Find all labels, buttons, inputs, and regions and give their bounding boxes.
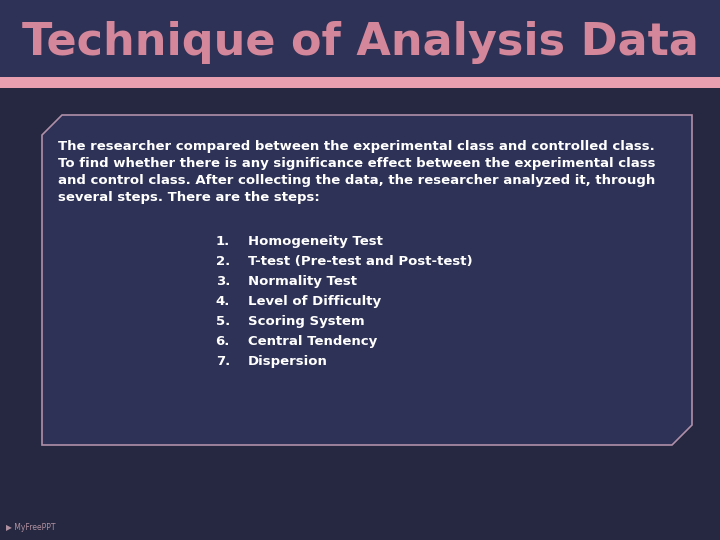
- Text: Technique of Analysis Data: Technique of Analysis Data: [22, 21, 698, 64]
- Text: ✿: ✿: [130, 303, 160, 337]
- Text: Scoring System: Scoring System: [248, 315, 364, 328]
- Text: 6.: 6.: [215, 335, 230, 348]
- Polygon shape: [42, 115, 692, 445]
- Text: Normality Test: Normality Test: [248, 275, 357, 288]
- Text: ✿: ✿: [580, 308, 600, 332]
- Text: several steps. There are the steps:: several steps. There are the steps:: [58, 191, 320, 204]
- Bar: [0, 87, 720, 540]
- Text: The researcher compared between the experimental class and controlled class.: The researcher compared between the expe…: [58, 140, 654, 153]
- Text: 2.: 2.: [216, 255, 230, 268]
- Text: ✿: ✿: [41, 310, 59, 330]
- Text: 4.: 4.: [215, 295, 230, 308]
- Text: T-test (Pre-test and Post-test): T-test (Pre-test and Post-test): [248, 255, 472, 268]
- Text: Level of Difficulty: Level of Difficulty: [248, 295, 381, 308]
- Text: and control class. After collecting the data, the researcher analyzed it, throug: and control class. After collecting the …: [58, 174, 655, 187]
- Text: ✿: ✿: [467, 306, 492, 334]
- Bar: [0, 77, 720, 87]
- Text: 1.: 1.: [216, 235, 230, 248]
- Bar: [0, 79, 720, 88]
- Text: Homogeneity Test: Homogeneity Test: [248, 235, 383, 248]
- Text: 3.: 3.: [215, 275, 230, 288]
- Text: ✿: ✿: [271, 310, 289, 330]
- Text: 7.: 7.: [216, 355, 230, 368]
- Text: ✿: ✿: [374, 301, 406, 339]
- Text: ▶ MyFreePPT: ▶ MyFreePPT: [6, 523, 55, 532]
- Text: Central Tendency: Central Tendency: [248, 335, 377, 348]
- Text: ✿: ✿: [662, 311, 678, 329]
- Text: 5.: 5.: [216, 315, 230, 328]
- Text: To find whether there is any significance effect between the experimental class: To find whether there is any significanc…: [58, 157, 655, 170]
- Bar: [0, 88, 720, 540]
- Text: Dispersion: Dispersion: [248, 355, 328, 368]
